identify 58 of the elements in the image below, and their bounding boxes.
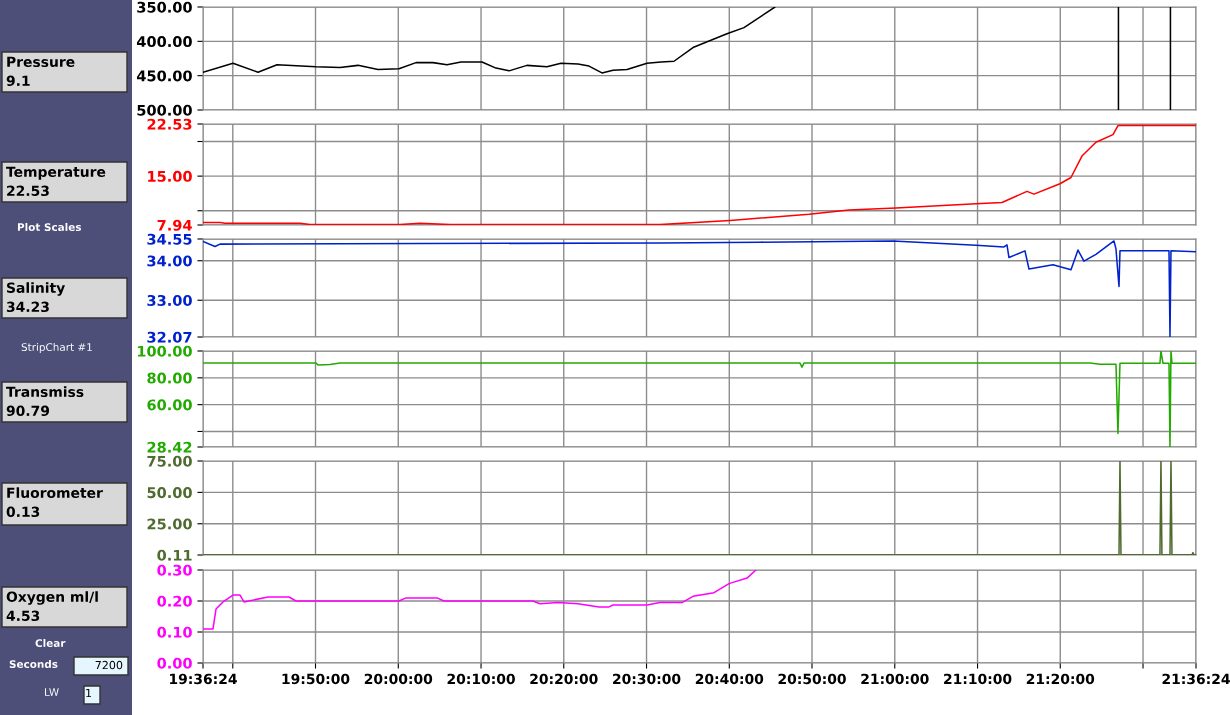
y-tick-label: 75.00: [147, 455, 192, 467]
y-tick-label: 34.00: [147, 255, 192, 267]
y-tick-label: 450.00: [136, 70, 192, 82]
y-tick-label: 34.55: [147, 233, 192, 245]
text: 1: [86, 688, 92, 698]
x-tick-label: 21:36:24: [1162, 673, 1230, 685]
y-tick-label: 25.00: [147, 518, 192, 530]
y-tick-label: 0.20: [157, 595, 192, 607]
text: 90.79: [6, 405, 50, 417]
line-series: [203, 351, 1196, 447]
text: StripChart #1: [21, 342, 92, 354]
y-tick-label: 0.11: [157, 549, 192, 561]
text: Plot Scales: [17, 222, 82, 232]
text: Temperature: [6, 166, 106, 180]
text: 34.23: [6, 301, 49, 313]
y-tick-label: 350.00: [137, 1, 192, 13]
x-tick-label: 19:50:00: [282, 673, 350, 685]
x-tick-label: 19:36:24: [170, 673, 237, 685]
line-series: [203, 240, 1196, 337]
line-series: [203, 124, 1196, 225]
y-tick-label: 60.00: [147, 399, 192, 411]
y-tick-label: 0.10: [157, 626, 192, 638]
x-tick-label: 21:00:00: [861, 673, 929, 685]
text: Pressure: [7, 56, 75, 68]
text: Seconds: [9, 659, 58, 669]
y-tick-label: 33.00: [147, 294, 192, 306]
text: 22.53: [7, 185, 49, 197]
x-tick-label: 20:00:00: [364, 673, 433, 685]
y-tick-label: 15.00: [148, 170, 192, 182]
x-tick-label: 20:40:00: [695, 673, 764, 685]
text: 9.1: [6, 75, 30, 87]
text: 4.53: [6, 610, 40, 622]
text: Transmiss: [6, 386, 84, 398]
x-tick-label: 20:30:00: [613, 673, 681, 685]
x-tick-label: 20:10:00: [447, 673, 515, 685]
y-tick-label: 32.07: [147, 331, 192, 343]
y-tick-label: 80.00: [147, 372, 192, 384]
line-series: [203, 570, 757, 630]
text: 0.13: [6, 506, 40, 518]
x-tick-label: 21:20:00: [1026, 673, 1095, 685]
x-tick-label: 20:50:00: [778, 673, 846, 685]
text: Oxygen ml/l: [6, 591, 98, 605]
y-tick-label: 400.00: [136, 36, 192, 48]
text: Salinity: [7, 282, 65, 296]
y-tick-label: 500.00: [137, 104, 192, 116]
text: Clear: [35, 638, 66, 648]
text: Fluorometer: [7, 487, 103, 499]
y-tick-label: 0.30: [157, 564, 192, 576]
text: 7200: [95, 660, 123, 670]
x-tick-label: 21:10:00: [944, 673, 1012, 685]
y-tick-label: 7.94: [157, 219, 192, 231]
y-tick-label: 0.00: [157, 657, 192, 669]
x-tick-label: 20:20:00: [530, 673, 598, 685]
y-tick-label: 28.42: [147, 441, 192, 453]
text: LW: [45, 688, 59, 696]
y-tick-label: 100.00: [137, 345, 192, 357]
y-tick-label: 50.00: [147, 487, 192, 499]
y-tick-label: 22.53: [147, 118, 192, 130]
